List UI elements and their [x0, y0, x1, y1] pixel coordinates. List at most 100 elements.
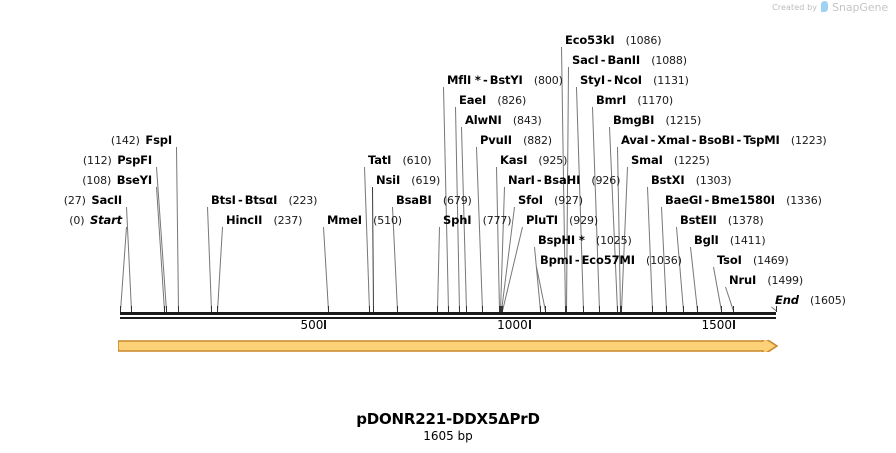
enzyme-label-nrui[interactable]: NruI (1499)	[729, 274, 803, 288]
enzyme-name-separator: -	[604, 73, 614, 87]
enzyme-name-bgli-0: BglI	[694, 233, 719, 247]
enzyme-position-eaei: (826)	[497, 94, 527, 107]
enzyme-name-baegi-0: BaeGI	[665, 193, 703, 207]
enzyme-position-kasi: (925)	[538, 154, 568, 167]
site-tick-start	[120, 306, 121, 312]
enzyme-label-bsteii[interactable]: BstEII (1378)	[680, 214, 764, 228]
enzyme-label-fspi[interactable]: (142) FspI	[0, 134, 172, 148]
enzyme-label-btsi[interactable]: BtsI - BtsαI (223)	[211, 193, 317, 208]
enzyme-name-nsii-0: NsiI	[376, 173, 401, 187]
enzyme-label-sphi[interactable]: SphI (777)	[443, 214, 512, 228]
enzyme-name-end-0: End	[775, 293, 799, 307]
enzyme-name-tati-0: TatI	[368, 153, 392, 167]
enzyme-label-bpmi[interactable]: BpmI - Eco57MI (1036)	[540, 253, 682, 268]
enzyme-name-saci-0: SacI	[572, 53, 599, 67]
enzyme-label-sacii[interactable]: (27) SacII	[0, 193, 122, 208]
enzyme-name-bmgbi-0: BmgBI	[613, 113, 655, 127]
enzyme-name-eco53ki-0: Eco53kI	[565, 33, 615, 47]
enzyme-label-pspfi[interactable]: (112) PspFI	[0, 153, 152, 168]
watermark-brand-label: SnapGene	[832, 1, 888, 14]
enzyme-position-baegi: (1336)	[786, 194, 822, 207]
enzyme-name-saci-1: BanII	[607, 53, 640, 67]
enzyme-position-bpmi: (1036)	[646, 254, 682, 267]
enzyme-label-sfoi[interactable]: SfoI (927)	[518, 194, 583, 208]
enzyme-label-saci[interactable]: SacI - BanII (1088)	[572, 53, 687, 68]
enzyme-name-btsi-1: BtsαI	[244, 193, 278, 207]
enzyme-name-avai-3: TspMI	[743, 133, 780, 147]
enzyme-label-end[interactable]: End (1605)	[775, 293, 846, 308]
enzyme-name-separator: -	[235, 193, 245, 207]
enzyme-label-nari[interactable]: NarI - BsaHI (926)	[508, 173, 620, 188]
enzyme-position-tati: (610)	[402, 154, 432, 167]
enzyme-position-pvuii: (882)	[523, 134, 552, 147]
site-tick-eaei	[459, 306, 460, 312]
site-tick-bsphi	[540, 306, 541, 312]
enzyme-label-bgli[interactable]: BglI (1411)	[694, 233, 766, 248]
enzyme-position-sfoi: (927)	[554, 194, 583, 207]
leader-line-bgli	[690, 246, 698, 312]
snapgene-watermark: Created by SnapGene	[772, 1, 888, 14]
enzyme-name-separator: -	[648, 133, 658, 147]
enzyme-position-sacii: (27)	[63, 194, 86, 207]
site-tick-hincii	[217, 306, 218, 312]
enzyme-position-fspi: (142)	[110, 134, 140, 147]
enzyme-label-bmri[interactable]: BmrI (1170)	[596, 94, 673, 108]
site-tick-sfoi	[501, 306, 502, 312]
enzyme-label-nsii[interactable]: NsiI (619)	[376, 173, 440, 188]
ruler-tick-1000	[528, 320, 531, 329]
site-tick-pspfi	[166, 306, 167, 312]
enzyme-name-sacii-0: SacII	[91, 193, 122, 207]
enzyme-label-start[interactable]: (0) Start	[0, 214, 122, 228]
site-tick-bstxi	[652, 306, 653, 312]
enzyme-name-pspfi-0: PspFI	[117, 153, 152, 167]
enzyme-label-bseyi[interactable]: (108) BseYI	[0, 173, 152, 188]
enzyme-label-avai[interactable]: AvaI - XmaI - BsoBI - TspMI (1223)	[621, 133, 827, 148]
site-tick-mfli	[448, 306, 449, 312]
leader-line-pspfi	[156, 166, 167, 312]
leader-line-sphi	[437, 226, 440, 312]
enzyme-label-tsoi[interactable]: TsoI (1469)	[717, 254, 789, 268]
site-tick-btsi	[211, 306, 212, 312]
enzyme-label-bsphi[interactable]: BspHI * (1025)	[538, 234, 632, 248]
leader-line-hincii	[217, 226, 223, 312]
enzyme-label-eaei[interactable]: EaeI (826)	[459, 94, 527, 108]
site-tick-end	[776, 306, 777, 312]
ruler-label-1500: 1500	[701, 318, 733, 332]
enzyme-label-pvuii[interactable]: PvuII (882)	[480, 133, 552, 148]
leader-line-avai	[617, 146, 621, 311]
plasmid-backbone-line-secondary	[120, 317, 776, 319]
enzyme-name-separator: -	[702, 193, 712, 207]
enzyme-name-mfli-1: BstYI	[489, 73, 523, 87]
enzyme-name-pvuii-0: PvuII	[480, 133, 512, 147]
enzyme-label-kasi[interactable]: KasI (925)	[500, 154, 568, 168]
enzyme-label-tati[interactable]: TatI (610)	[368, 153, 432, 168]
enzyme-label-bstxi[interactable]: BstXI (1303)	[651, 174, 732, 188]
leader-line-saci	[566, 66, 569, 311]
enzyme-label-mmei[interactable]: MmeI (510)	[327, 213, 402, 228]
enzyme-label-baegi[interactable]: BaeGI - Bme1580I (1336)	[665, 193, 822, 208]
enzyme-name-bseyi-0: BseYI	[116, 173, 152, 187]
enzyme-label-alwni[interactable]: AlwNI (843)	[465, 114, 542, 128]
enzyme-name-styi-0: StyI	[580, 73, 605, 87]
enzyme-name-separator: -	[534, 173, 544, 187]
site-tick-fspi	[178, 306, 179, 312]
site-tick-kasi	[499, 306, 500, 312]
enzyme-label-pluti[interactable]: PluTI (929)	[526, 214, 598, 228]
enzyme-label-eco53ki[interactable]: Eco53kI (1086)	[565, 33, 662, 48]
watermark-created-by-label: Created by	[772, 2, 818, 12]
enzyme-label-bmgbi[interactable]: BmgBI (1215)	[613, 113, 701, 128]
leader-line-start	[120, 226, 127, 312]
enzyme-label-mfli[interactable]: MflI * - BstYI (800)	[447, 73, 563, 88]
enzyme-name-bpmi-1: Eco57MI	[581, 253, 635, 267]
site-tick-sacii	[131, 306, 132, 312]
enzyme-label-hincii[interactable]: HincII (237)	[226, 214, 302, 228]
enzyme-label-smai[interactable]: SmaI (1225)	[631, 154, 710, 168]
enzyme-label-bsabi[interactable]: BsaBI (679)	[396, 194, 472, 208]
enzyme-name-mmei-0: MmeI	[327, 213, 362, 227]
feature-arrow	[118, 340, 778, 352]
enzyme-label-styi[interactable]: StyI - NcoI (1131)	[580, 73, 689, 88]
enzyme-position-eco53ki: (1086)	[625, 34, 662, 47]
site-tick-smai	[621, 306, 622, 312]
ruler-label-500: 500	[300, 318, 324, 332]
enzyme-position-avai: (1223)	[790, 134, 827, 147]
